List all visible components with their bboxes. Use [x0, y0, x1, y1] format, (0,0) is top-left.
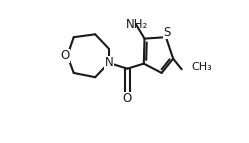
Text: O: O	[60, 49, 69, 62]
Text: S: S	[164, 26, 171, 39]
Text: N: N	[104, 56, 113, 69]
Text: CH₃: CH₃	[192, 62, 212, 72]
Text: NH₂: NH₂	[125, 18, 148, 31]
Text: O: O	[123, 92, 132, 105]
